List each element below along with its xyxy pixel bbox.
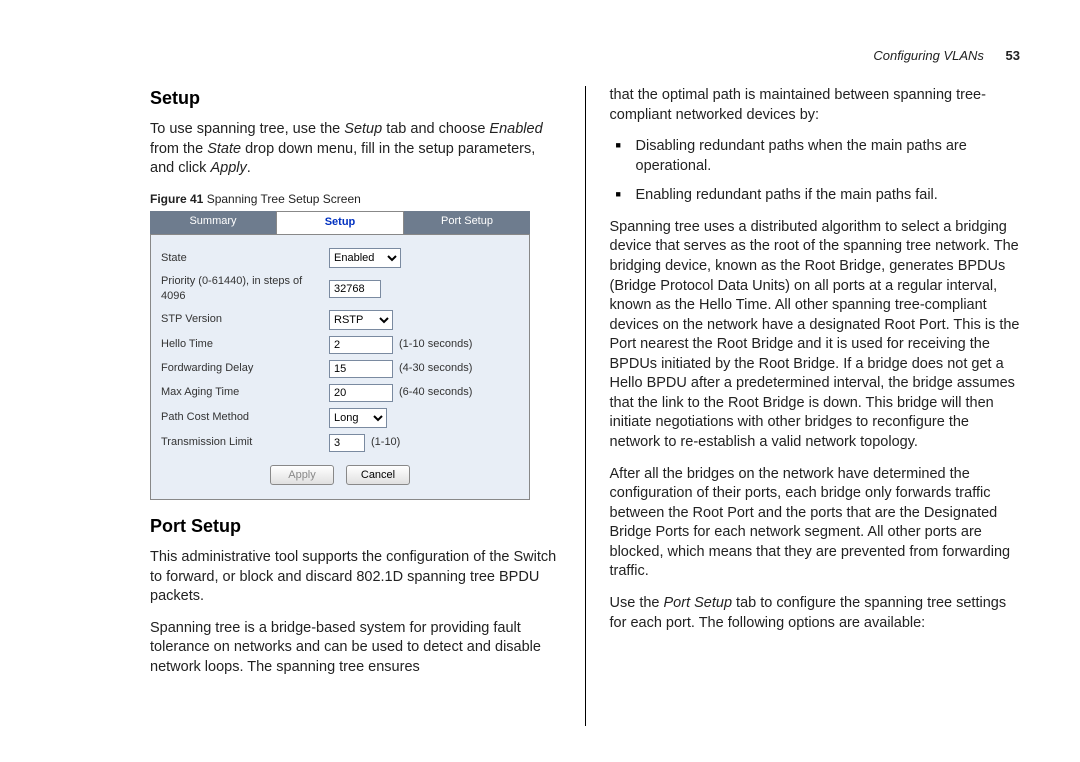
label-tx-limit: Transmission Limit	[161, 435, 329, 450]
port-setup-p2: Spanning tree is a bridge-based system f…	[150, 619, 561, 678]
figure-title: Spanning Tree Setup Screen	[203, 192, 360, 206]
field-transmission-limit: Transmission Limit (1-10)	[151, 431, 529, 455]
setup-panel: State Enabled Priority (0-61440), in ste…	[150, 234, 530, 500]
field-max-aging-time: Max Aging Time (6-40 seconds)	[151, 381, 529, 405]
apply-button[interactable]: Apply	[270, 465, 334, 485]
select-path-cost[interactable]: Long	[329, 408, 387, 428]
running-header: Configuring VLANs 53	[873, 48, 1020, 63]
list-item: Enabling redundant paths if the main pat…	[610, 186, 1021, 206]
content-columns: Setup To use spanning tree, use the Setu…	[150, 86, 1020, 726]
input-priority[interactable]	[329, 280, 381, 298]
list-item: Disabling redundant paths when the main …	[610, 137, 1021, 176]
label-state: State	[161, 251, 329, 266]
field-hello-time: Hello Time (1-10 seconds)	[151, 333, 529, 357]
text-italic: Port Setup	[664, 595, 733, 611]
select-stp-version[interactable]: RSTP	[329, 310, 393, 330]
figure-spanning-tree-setup: Summary Setup Port Setup State Enabled	[150, 211, 530, 500]
bullets: Disabling redundant paths when the main …	[610, 137, 1021, 206]
text: .	[247, 160, 251, 176]
setup-paragraph: To use spanning tree, use the Setup tab …	[150, 120, 561, 179]
text: Use the	[610, 595, 664, 611]
label-path-cost: Path Cost Method	[161, 410, 329, 425]
header-page-number: 53	[1006, 48, 1020, 63]
text-italic: Enabled	[489, 121, 542, 137]
text: tab and choose	[382, 121, 489, 137]
input-hello-time[interactable]	[329, 336, 393, 354]
hint-max-aging: (6-40 seconds)	[399, 385, 472, 400]
tabs: Summary Setup Port Setup	[150, 211, 530, 234]
select-state[interactable]: Enabled	[329, 248, 401, 268]
text: To use spanning tree, use the	[150, 121, 344, 137]
field-priority: Priority (0-61440), in steps of 4096	[151, 271, 529, 307]
heading-setup: Setup	[150, 86, 561, 110]
label-max-aging: Max Aging Time	[161, 385, 329, 400]
buttons-row: Apply Cancel	[151, 455, 529, 489]
cancel-button[interactable]: Cancel	[346, 465, 410, 485]
right-cont-p: that the optimal path is maintained betw…	[610, 86, 1021, 125]
label-forwarding-delay: Fordwarding Delay	[161, 361, 329, 376]
field-forwarding-delay: Fordwarding Delay (4-30 seconds)	[151, 357, 529, 381]
right-p4: Use the Port Setup tab to configure the …	[610, 594, 1021, 633]
right-p2: Spanning tree uses a distributed algorit…	[610, 218, 1021, 453]
port-setup-p1: This administrative tool supports the co…	[150, 548, 561, 607]
text-italic: Setup	[344, 121, 382, 137]
header-section-title: Configuring VLANs	[873, 48, 984, 63]
page: Configuring VLANs 53 Setup To use spanni…	[0, 0, 1080, 762]
hint-tx-limit: (1-10)	[371, 435, 400, 450]
label-hello-time: Hello Time	[161, 337, 329, 352]
tab-setup[interactable]: Setup	[276, 211, 404, 234]
left-column: Setup To use spanning tree, use the Setu…	[150, 86, 585, 726]
text-italic: Apply	[210, 160, 246, 176]
heading-port-setup: Port Setup	[150, 514, 561, 538]
figure-number: Figure 41	[150, 192, 203, 206]
hint-hello-time: (1-10 seconds)	[399, 337, 472, 352]
figure-caption: Figure 41 Spanning Tree Setup Screen	[150, 191, 561, 207]
label-stp-version: STP Version	[161, 312, 329, 327]
field-path-cost-method: Path Cost Method Long	[151, 405, 529, 431]
tab-summary[interactable]: Summary	[150, 211, 276, 234]
input-forwarding-delay[interactable]	[329, 360, 393, 378]
hint-forwarding-delay: (4-30 seconds)	[399, 361, 472, 376]
input-tx-limit[interactable]	[329, 434, 365, 452]
field-state: State Enabled	[151, 245, 529, 271]
input-max-aging[interactable]	[329, 384, 393, 402]
right-p3: After all the bridges on the network hav…	[610, 465, 1021, 582]
text-italic: State	[207, 141, 241, 157]
tab-port-setup[interactable]: Port Setup	[404, 211, 530, 234]
text: from the	[150, 141, 207, 157]
right-column: that the optimal path is maintained betw…	[585, 86, 1021, 726]
label-priority: Priority (0-61440), in steps of 4096	[161, 274, 329, 304]
field-stp-version: STP Version RSTP	[151, 307, 529, 333]
